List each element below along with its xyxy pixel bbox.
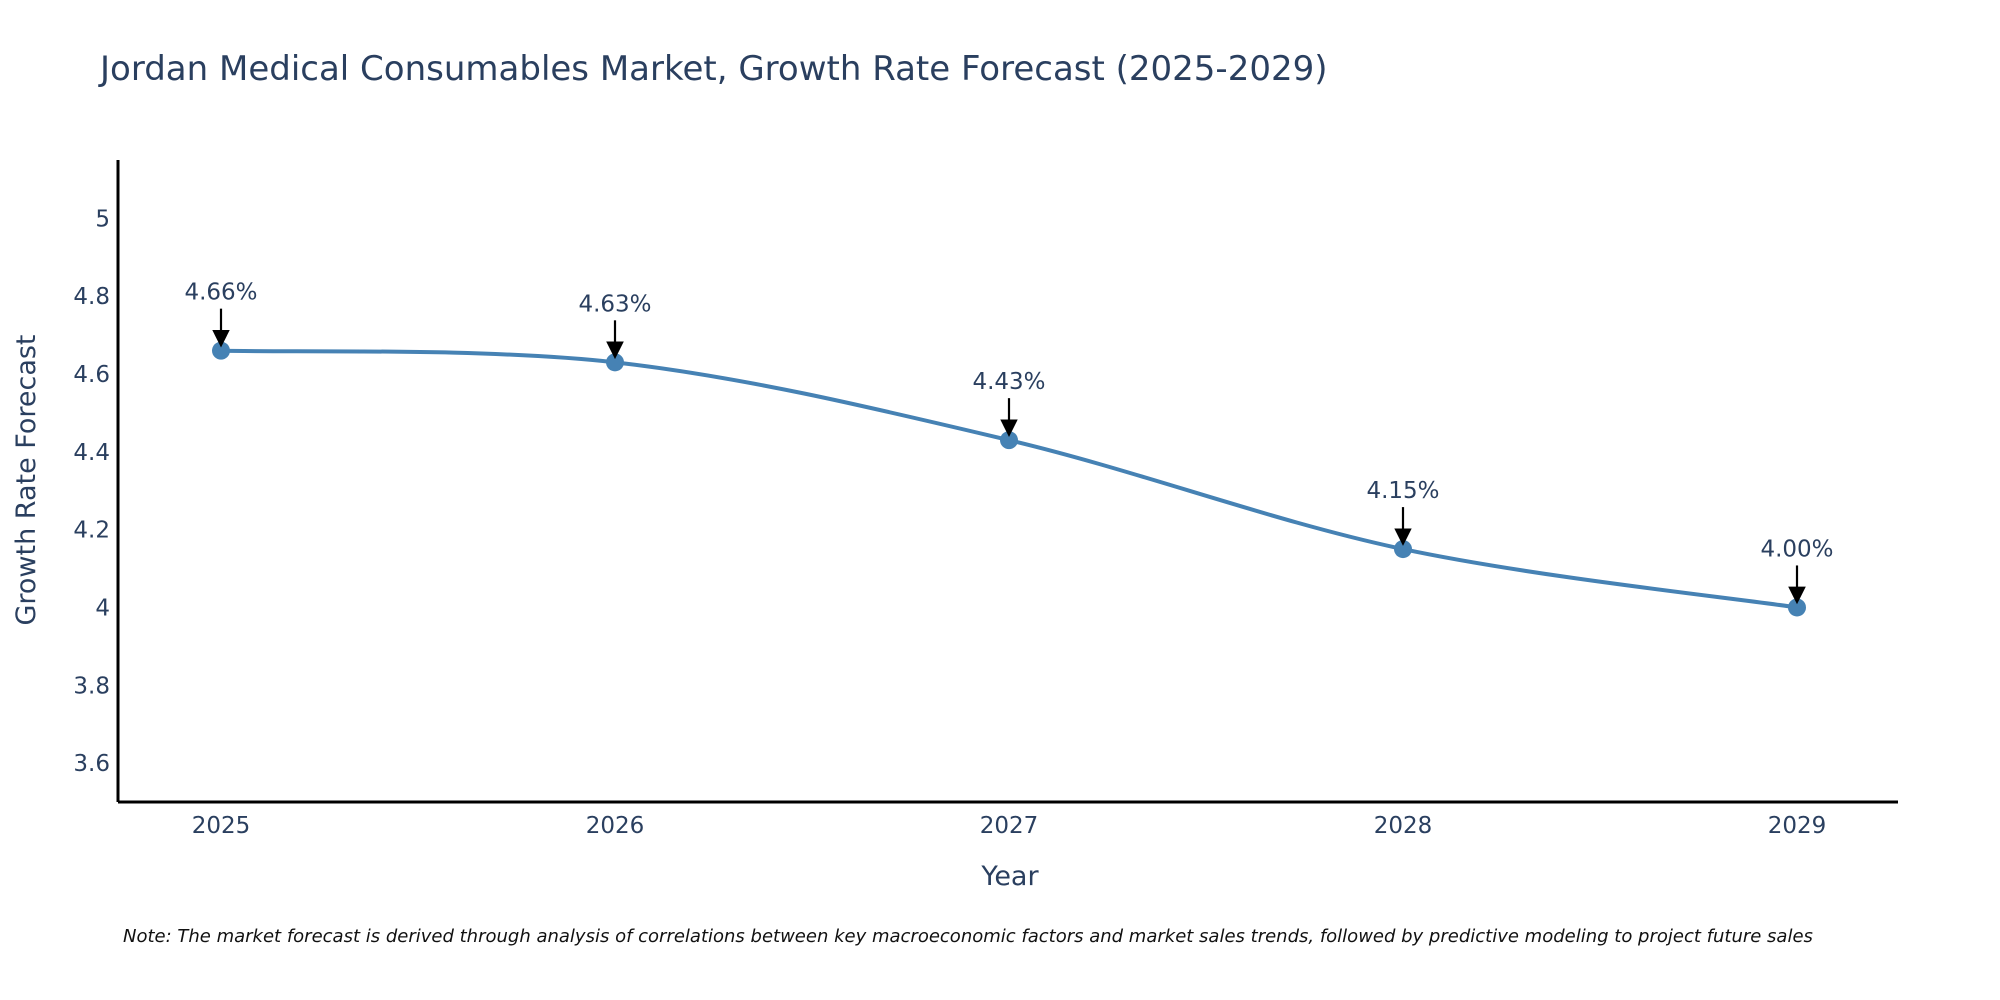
- annotation-label: 4.66%: [184, 280, 257, 306]
- y-tick-label: 4: [95, 595, 110, 621]
- y-tick-label: 3.8: [73, 673, 110, 699]
- data-point: [212, 341, 230, 360]
- y-axis-ticks: 3.6 3.8 4 4.2 4.4 4.6 4.8 5: [73, 206, 110, 777]
- x-tick-label: 2028: [1374, 813, 1433, 839]
- y-tick-label: 4.4: [73, 440, 110, 466]
- x-tick-label: 2026: [586, 813, 645, 839]
- annotation-label: 4.15%: [1366, 478, 1439, 504]
- data-annotations: 4.66% 4.63% 4.43% 4.15% 4.00%: [184, 280, 1834, 605]
- y-axis-title: Growth Rate Forecast: [11, 334, 42, 625]
- y-tick-label: 3.6: [73, 751, 110, 777]
- x-axis-ticks: 2025 2026 2027 2028 2029: [192, 813, 1827, 839]
- annotation-label: 4.63%: [578, 291, 651, 317]
- x-axis-title: Year: [980, 861, 1039, 892]
- annotation-label: 4.43%: [972, 369, 1045, 395]
- chart-note: Note: The market forecast is derived thr…: [123, 926, 1813, 947]
- x-tick-label: 2025: [192, 813, 251, 839]
- data-point: [1394, 540, 1412, 559]
- chart-title: Jordan Medical Consumables Market, Growt…: [98, 49, 1328, 89]
- annotation-label: 4.00%: [1760, 536, 1833, 562]
- x-tick-label: 2029: [1768, 813, 1827, 839]
- data-point: [1000, 431, 1018, 450]
- x-tick-label: 2027: [980, 813, 1039, 839]
- y-tick-label: 4.8: [73, 284, 110, 310]
- y-tick-label: 4.2: [73, 518, 110, 544]
- y-tick-label: 4.6: [73, 362, 110, 388]
- data-point: [1788, 598, 1806, 617]
- y-tick-label: 5: [95, 206, 110, 232]
- data-point: [606, 353, 624, 372]
